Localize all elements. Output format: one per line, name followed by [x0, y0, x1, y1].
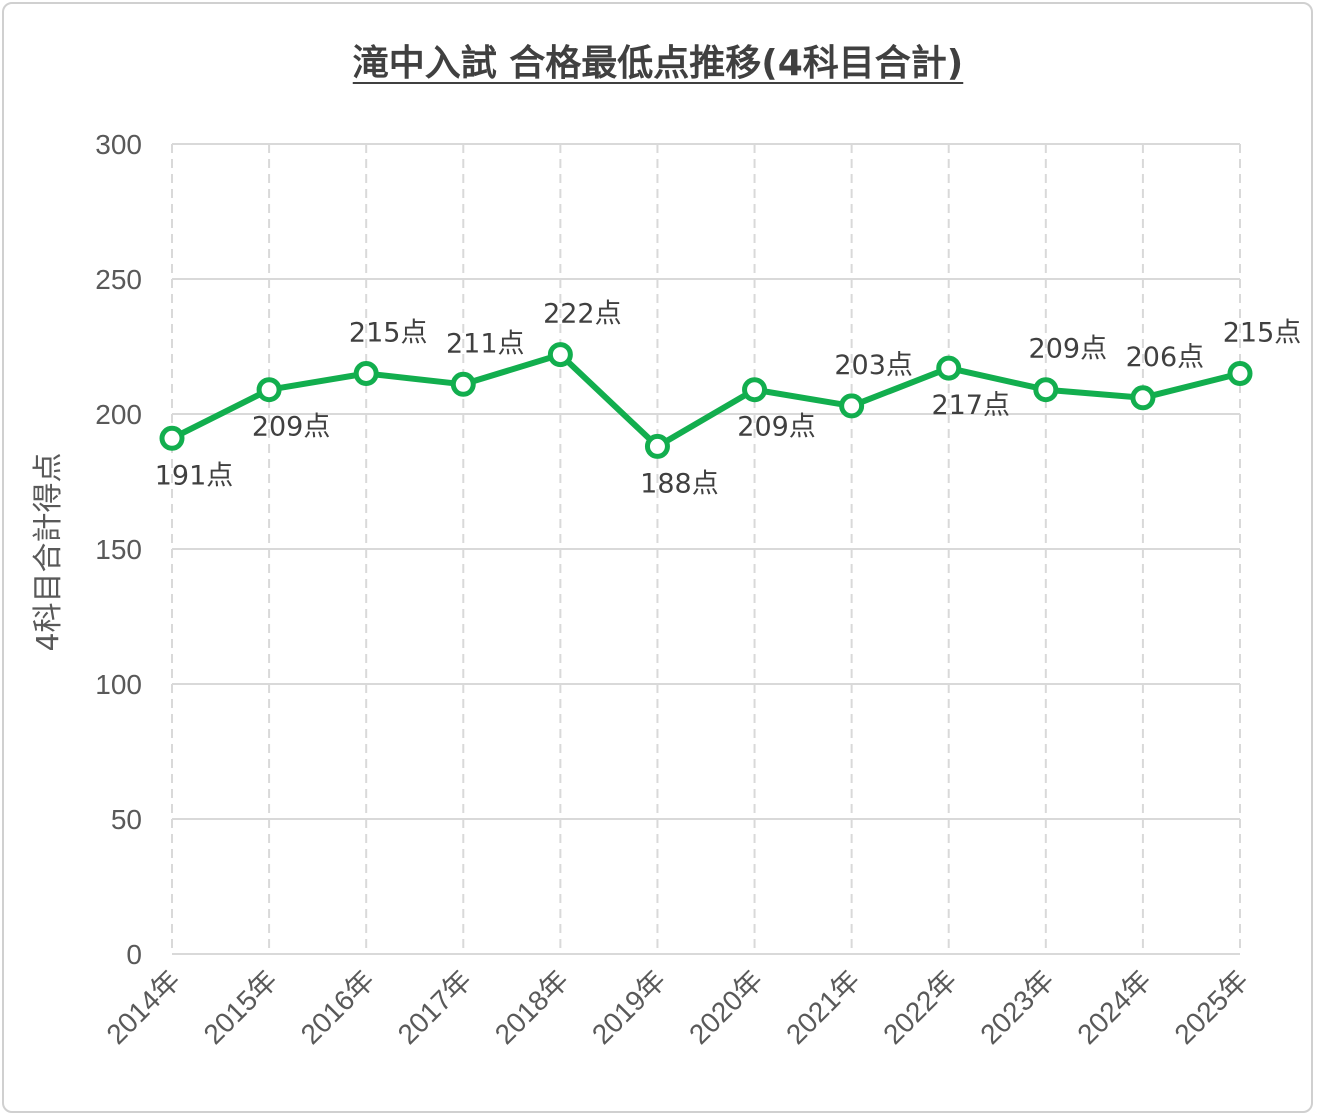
data-label: 203点 — [834, 350, 913, 381]
data-label: 215点 — [1223, 318, 1302, 349]
x-tick-label: 2025年 — [1168, 964, 1254, 1050]
data-point — [159, 425, 185, 451]
data-label: 209点 — [737, 412, 816, 443]
x-tick-label: 2018年 — [489, 964, 575, 1050]
x-tick-label: 2024年 — [1071, 964, 1157, 1050]
x-tick-label: 2022年 — [877, 964, 963, 1050]
y-tick-label: 50 — [111, 804, 142, 835]
x-tick-label: 2017年 — [392, 964, 478, 1050]
data-point — [1227, 361, 1253, 386]
x-tick-label: 2021年 — [780, 964, 866, 1050]
data-label: 215点 — [349, 318, 428, 349]
y-axis-label: 4科目合計得点 — [31, 452, 66, 651]
data-point — [644, 433, 670, 459]
series-polyline — [170, 351, 1241, 450]
data-point — [547, 342, 573, 368]
y-axis-ticks: 0 50 100 150 200 250 300 — [95, 129, 142, 970]
data-label: 211点 — [446, 328, 525, 359]
y-tick-label: 150 — [95, 534, 142, 565]
data-point — [450, 371, 476, 397]
data-label: 217点 — [931, 390, 1010, 421]
data-label: 222点 — [543, 299, 622, 330]
x-tick-label: 2014年 — [100, 964, 186, 1050]
y-tick-label: 200 — [95, 399, 142, 430]
data-point — [1033, 377, 1059, 403]
chart-title: 滝中入試 合格最低点推移(4科目合計) — [353, 43, 964, 84]
data-point — [256, 377, 282, 403]
data-point — [353, 361, 379, 386]
y-tick-label: 0 — [126, 939, 142, 970]
x-tick-label: 2019年 — [586, 964, 672, 1050]
y-tick-label: 300 — [95, 129, 142, 160]
grid — [171, 143, 1241, 955]
data-point — [1130, 385, 1156, 411]
y-tick-label: 100 — [95, 669, 142, 700]
x-tick-label: 2016年 — [295, 964, 381, 1050]
data-point — [839, 393, 865, 419]
data-labels: 191点 209点 215点 211点 222点 188点 209点 203点 217点 209点… — [155, 299, 1302, 500]
x-tick-label: 2023年 — [974, 964, 1060, 1050]
data-point — [742, 377, 768, 403]
data-label: 191点 — [155, 460, 234, 491]
x-axis-ticks: 2014年 2015年 2016年 2017年 2018年 2019年 2020年 2021年… — [100, 964, 1254, 1050]
x-tick-label: 2020年 — [683, 964, 769, 1050]
data-point — [936, 355, 962, 381]
data-label: 209点 — [1029, 334, 1108, 365]
data-label: 188点 — [640, 468, 719, 499]
series-line — [159, 342, 1253, 459]
data-label: 206点 — [1126, 342, 1205, 373]
x-tick-label: 2015年 — [198, 964, 284, 1050]
y-tick-label: 250 — [95, 264, 142, 295]
data-label: 209点 — [252, 412, 331, 443]
